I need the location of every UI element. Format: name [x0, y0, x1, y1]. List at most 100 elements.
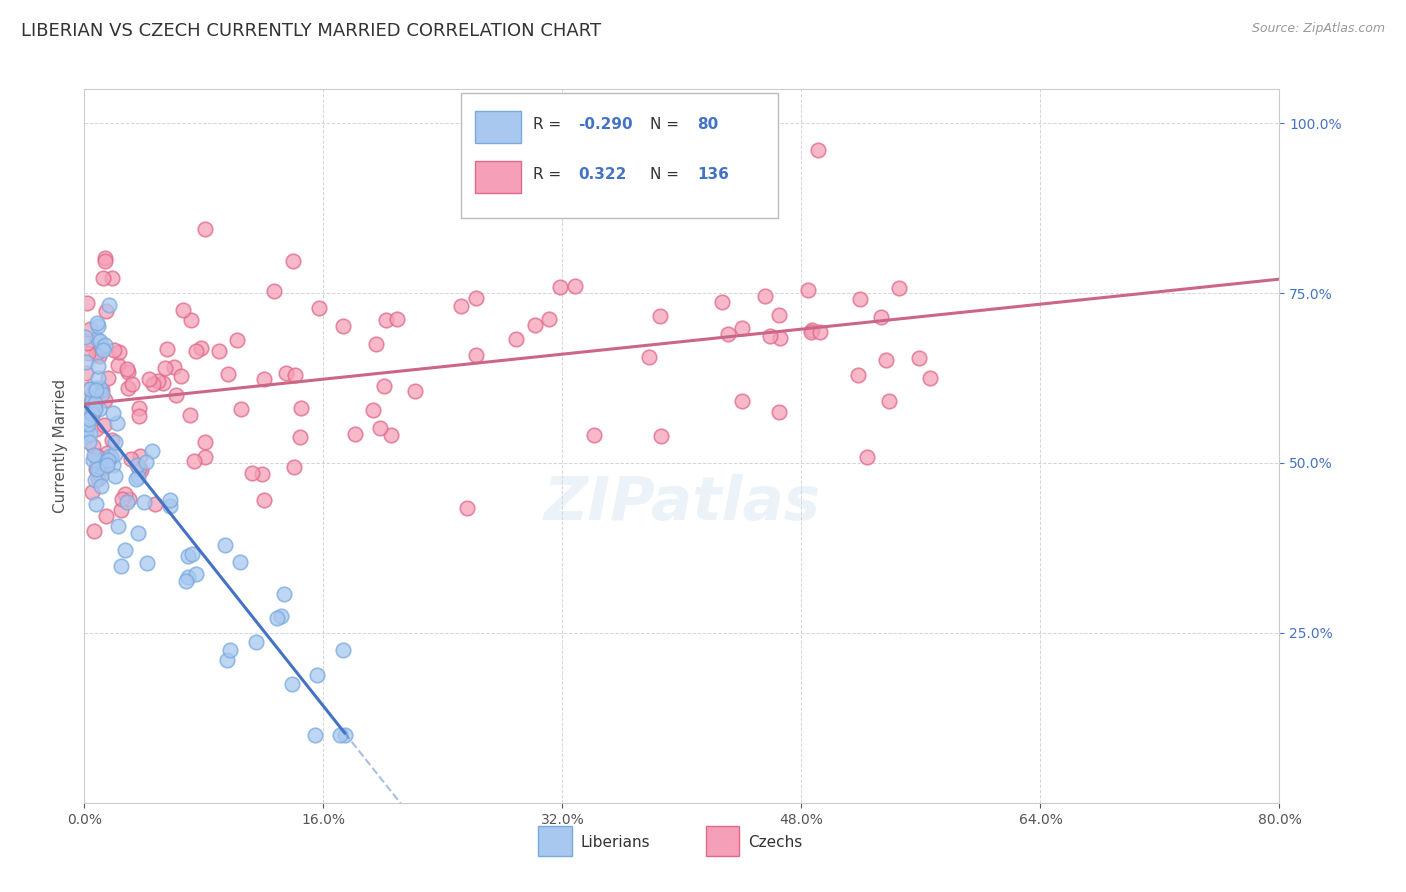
Point	[87, 402, 110, 417]
Point	[83, 448, 105, 462]
Point	[83, 402, 105, 417]
Point	[86, 316, 108, 330]
Point	[87, 459, 110, 474]
Point	[650, 428, 672, 442]
Point	[86, 456, 108, 470]
Point	[121, 376, 143, 391]
Point	[280, 676, 302, 690]
Point	[75, 429, 97, 443]
Point	[190, 342, 212, 356]
Point	[193, 222, 215, 236]
Point	[101, 406, 124, 420]
Point	[870, 310, 893, 324]
Point	[263, 284, 285, 298]
Point	[305, 667, 328, 681]
Point	[129, 450, 152, 464]
Text: -0.290: -0.290	[578, 118, 633, 132]
Point	[717, 326, 740, 341]
Point	[97, 371, 120, 385]
Point	[96, 458, 118, 472]
Point	[505, 332, 527, 346]
Point	[281, 254, 304, 268]
Point	[84, 498, 107, 512]
Point	[94, 251, 117, 265]
Point	[94, 304, 117, 318]
Point	[110, 503, 132, 517]
Point	[582, 428, 605, 442]
Bar	[475, 161, 520, 193]
Text: Source: ZipAtlas.com: Source: ZipAtlas.com	[1251, 22, 1385, 36]
Point	[225, 333, 247, 347]
Point	[208, 343, 231, 358]
Text: ZIPatlas: ZIPatlas	[543, 474, 821, 533]
Point	[98, 298, 121, 312]
Point	[83, 524, 105, 538]
Point	[231, 402, 253, 417]
Point	[76, 335, 98, 350]
Point	[456, 500, 478, 515]
Point	[98, 449, 121, 463]
Point	[86, 346, 108, 360]
Point	[363, 403, 385, 417]
Bar	[461, 93, 778, 218]
Point	[731, 394, 754, 409]
Point	[186, 344, 208, 359]
Point	[270, 609, 292, 624]
Text: 0.322: 0.322	[578, 168, 626, 182]
Point	[768, 405, 790, 419]
Point	[170, 368, 193, 383]
Point	[385, 312, 408, 326]
Point	[711, 295, 734, 310]
Point	[84, 422, 107, 436]
Point	[647, 186, 669, 201]
Point	[86, 462, 108, 476]
Point	[343, 427, 366, 442]
Point	[120, 452, 142, 467]
Point	[83, 401, 105, 416]
Point	[94, 338, 117, 352]
Point	[104, 447, 127, 461]
Point	[79, 426, 101, 441]
Point	[907, 351, 929, 365]
Point	[194, 434, 217, 449]
Point	[127, 458, 149, 473]
Point	[228, 555, 250, 569]
Point	[125, 472, 148, 486]
Point	[564, 278, 586, 293]
Point	[768, 308, 790, 322]
Point	[128, 401, 150, 416]
Point	[90, 468, 112, 483]
Text: R =: R =	[533, 168, 571, 182]
Point	[329, 728, 352, 742]
Point	[91, 383, 114, 397]
Point	[115, 494, 138, 508]
Point	[146, 374, 169, 388]
Point	[368, 420, 391, 434]
Point	[796, 283, 818, 297]
Point	[86, 383, 108, 397]
Point	[114, 487, 136, 501]
Point	[177, 570, 200, 584]
Point	[118, 492, 141, 507]
Text: Czechs: Czechs	[748, 835, 801, 849]
Point	[650, 309, 672, 323]
Point	[80, 407, 103, 421]
Point	[374, 313, 396, 327]
Point	[115, 362, 138, 376]
Point	[90, 340, 112, 354]
Point	[769, 331, 792, 345]
Point	[179, 408, 201, 422]
Point	[800, 323, 823, 337]
Point	[89, 334, 111, 348]
Point	[240, 466, 263, 480]
Point	[159, 499, 181, 513]
Point	[284, 368, 307, 382]
Point	[86, 449, 108, 463]
Point	[194, 450, 217, 464]
Bar	[538, 826, 572, 856]
Point	[103, 343, 125, 357]
Point	[89, 381, 111, 395]
Point	[332, 319, 354, 334]
Text: R =: R =	[533, 118, 565, 132]
Point	[127, 526, 149, 541]
